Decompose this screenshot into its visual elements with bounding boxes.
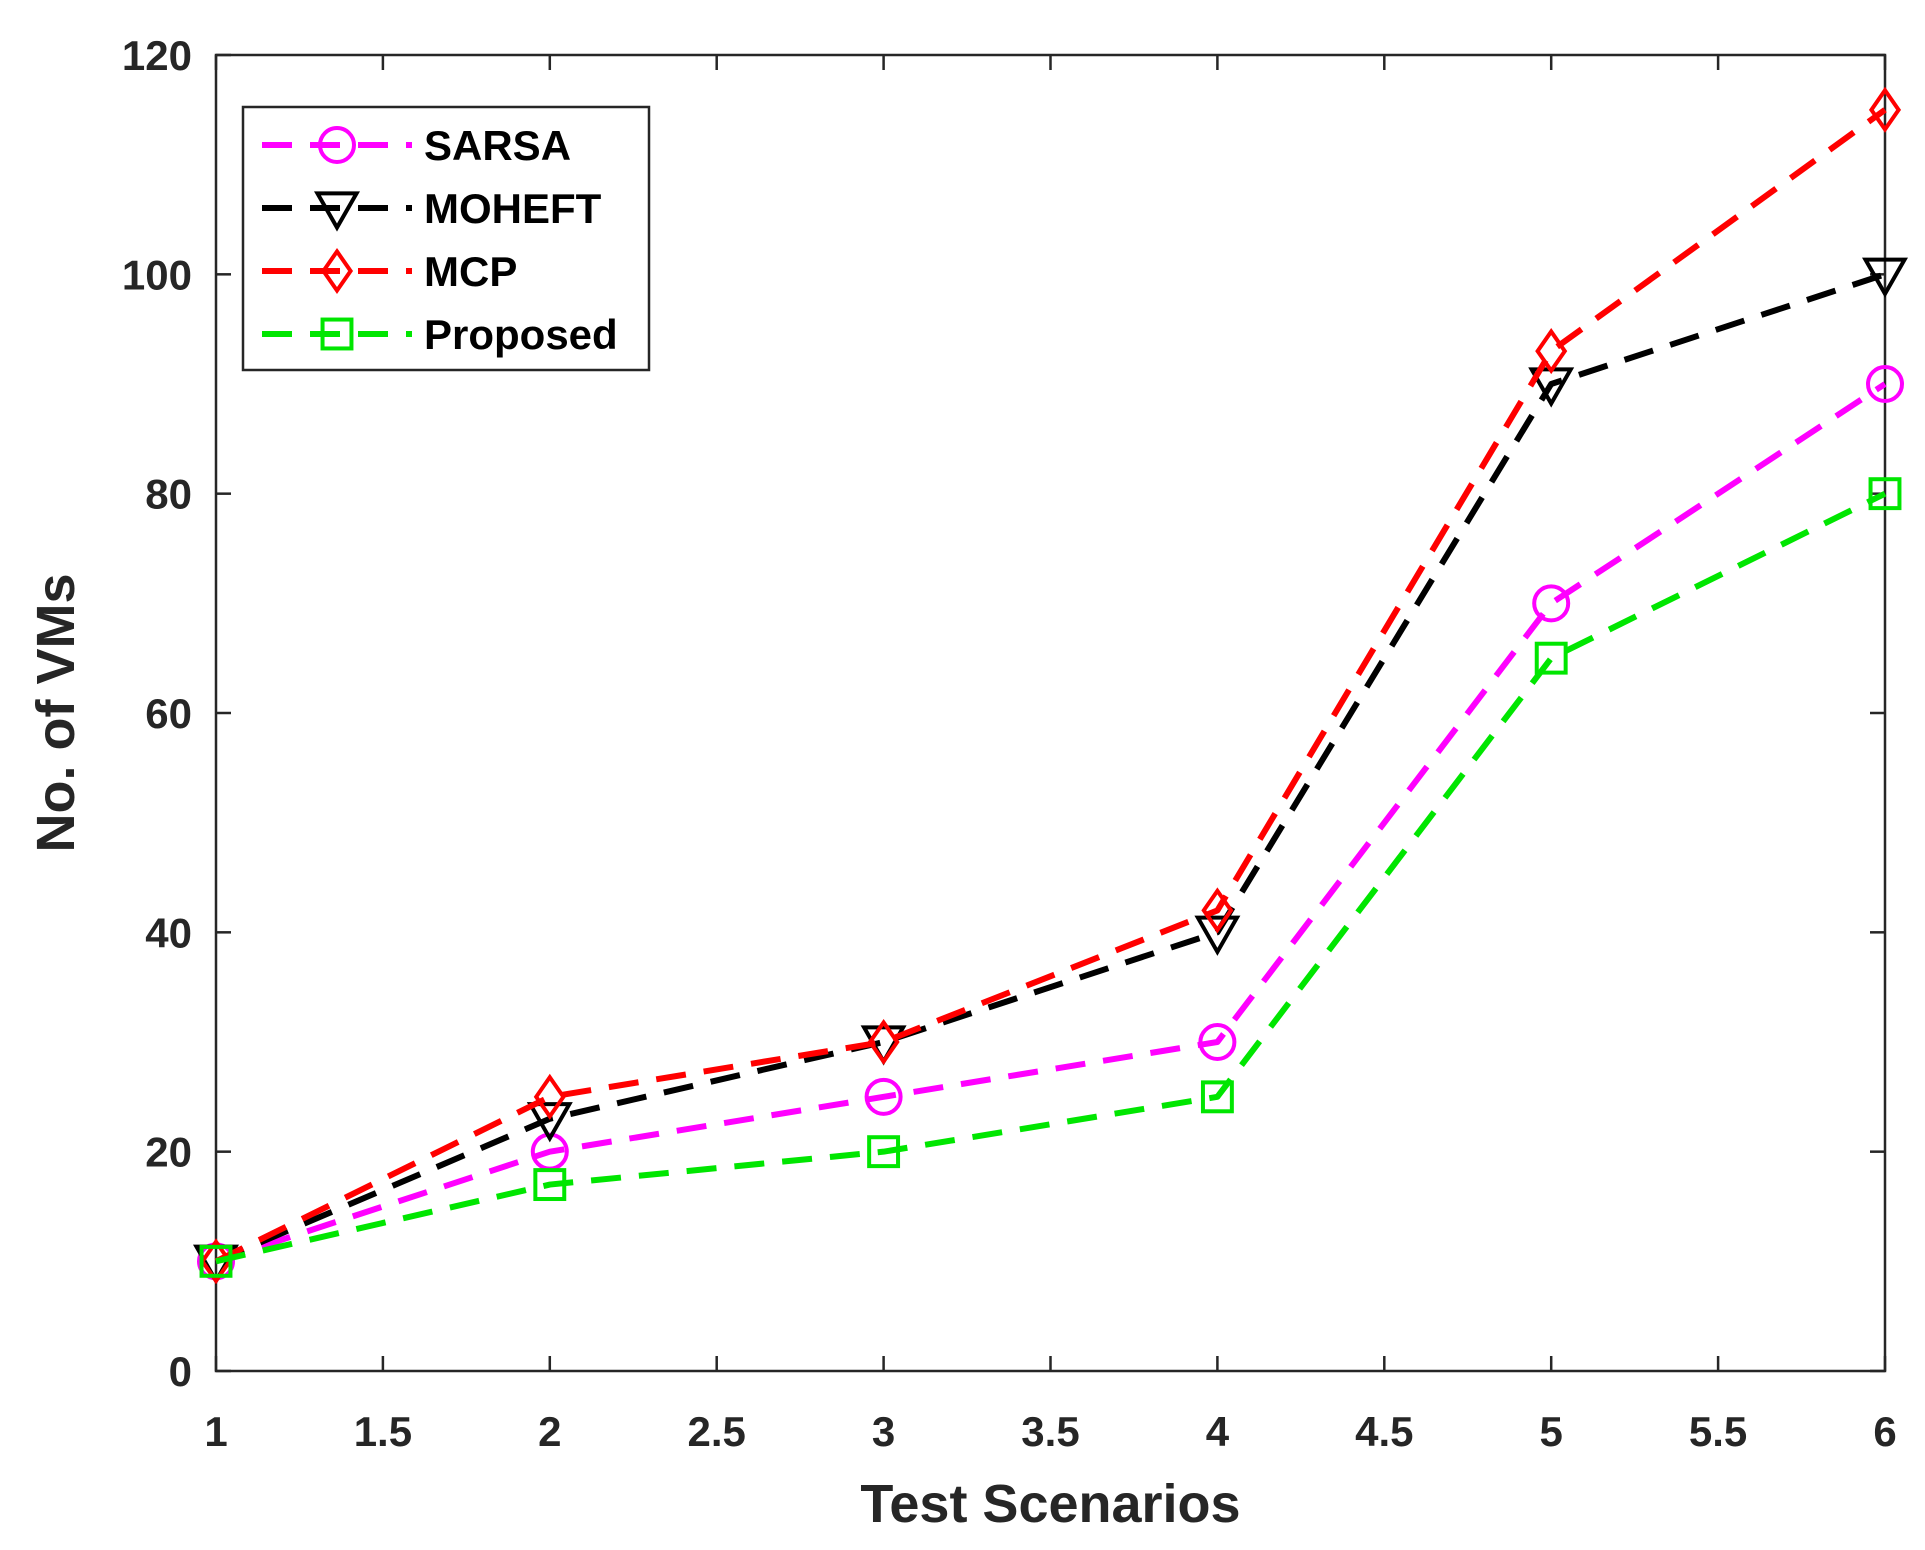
data-point-proposed [533,1168,567,1202]
series-line-proposed [215,490,1887,1265]
y-tick-label: 40 [145,909,192,956]
data-point-mcp [1868,86,1902,133]
series-proposed [199,477,1902,1278]
data-point-sarsa [1532,584,1571,623]
data-point-mcp [867,1018,900,1066]
y-tick-label: 60 [145,690,192,737]
data-point-sarsa [864,1077,903,1116]
legend-label-proposed: Proposed [424,311,618,358]
legend-entry-moheft: MOHEFT [262,185,602,232]
legend-marker-proposed [320,317,354,351]
legend-entry-sarsa: SARSA [262,122,571,169]
axis-labels-layer: Test Scenarios No. of VMs [26,574,1241,1535]
series-moheft [193,257,1908,1285]
x-tick-label: 1.5 [354,1408,412,1455]
legend-marker-moheft [314,191,360,232]
y-tick-label: 0 [169,1348,192,1395]
series-mcp [199,86,1902,1285]
x-tick-label: 4 [1206,1408,1230,1455]
data-point-moheft [1194,915,1241,956]
x-axis-title: Test Scenarios [860,1474,1240,1534]
legend: SARSA MOHEFT MCP Proposed [241,105,651,372]
legend-label-mcp: MCP [424,248,517,295]
data-point-sarsa [1198,1023,1237,1061]
y-tick-label: 80 [145,471,192,518]
series-line-sarsa [215,381,1887,1265]
data-point-proposed [199,1244,233,1278]
y-tick-label: 20 [145,1129,192,1176]
data-point-mcp [199,1238,233,1285]
y-axis-title: No. of VMs [26,574,86,853]
legend-marker-mcp [320,247,354,295]
x-tick-label: 5.5 [1689,1408,1747,1455]
series-sarsa [197,365,1904,1281]
series-line-moheft [214,271,1886,1265]
x-tick-label: 6 [1873,1408,1896,1455]
x-tick-label: 5 [1540,1408,1563,1455]
x-tick-label: 4.5 [1355,1408,1413,1455]
data-point-mcp [1201,887,1234,934]
y-tick-label: 120 [122,32,192,79]
data-point-moheft [1862,257,1908,298]
x-tick-label: 2.5 [688,1408,746,1455]
x-tick-label: 3.5 [1021,1408,1079,1455]
x-tick-label: 2 [538,1408,561,1455]
legend-entry-proposed: Proposed [262,311,618,358]
legend-label-sarsa: SARSA [424,122,571,169]
data-point-sarsa [1866,365,1904,403]
data-point-moheft [526,1102,573,1143]
x-tick-label: 1 [204,1408,227,1455]
data-point-proposed [1868,477,1902,511]
data-point-proposed [867,1135,901,1169]
data-point-proposed [1534,641,1568,675]
legend-box [241,105,651,372]
data-point-mcp [533,1073,566,1120]
legend-label-moheft: MOHEFT [424,185,602,232]
legend-entry-mcp: MCP [262,247,517,295]
x-tick-label: 3 [872,1408,895,1455]
series-line-mcp [214,107,1887,1265]
data-point-mcp [1535,328,1568,375]
y-tick-label: 100 [122,251,192,298]
data-point-proposed [1200,1080,1234,1114]
legend-marker-sarsa [318,126,356,164]
series-layer [193,86,1908,1285]
